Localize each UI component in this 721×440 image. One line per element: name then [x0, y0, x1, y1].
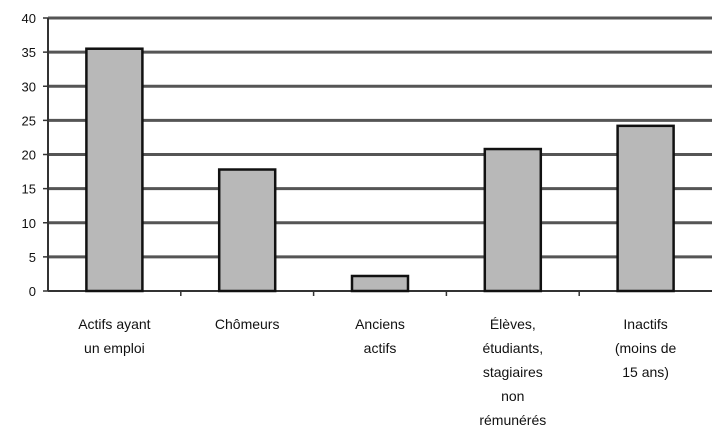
y-tick-label: 35	[22, 45, 36, 60]
bar	[350, 274, 410, 293]
y-tick-label: 25	[22, 113, 36, 128]
y-tick-label: 30	[22, 79, 36, 94]
labels: 0 5 10 15 20 25 30 35 40 Actifs ayant un emploi Chô…	[22, 11, 677, 428]
bar	[217, 168, 277, 293]
x-category-label: Inactifs (moins de 15 ans)	[615, 316, 677, 380]
gridlines	[48, 16, 712, 259]
y-tick-label: 10	[22, 216, 36, 231]
bars	[85, 47, 675, 293]
y-tick-label: 40	[22, 11, 36, 26]
bar	[483, 147, 543, 293]
x-category-label: Anciens actifs	[355, 316, 405, 356]
x-category-label: Élèves, étudiants, stagiaires non rémunérés	[479, 316, 546, 428]
y-tick-label: 15	[22, 182, 36, 197]
y-tick-label: 20	[22, 148, 36, 163]
x-category-label: Actifs ayant un emploi	[78, 316, 150, 356]
y-tick-label: 0	[29, 284, 36, 299]
bar	[85, 47, 144, 293]
y-tick-label: 5	[29, 250, 36, 265]
bar	[616, 124, 675, 293]
x-category-label: Chômeurs	[215, 316, 280, 332]
